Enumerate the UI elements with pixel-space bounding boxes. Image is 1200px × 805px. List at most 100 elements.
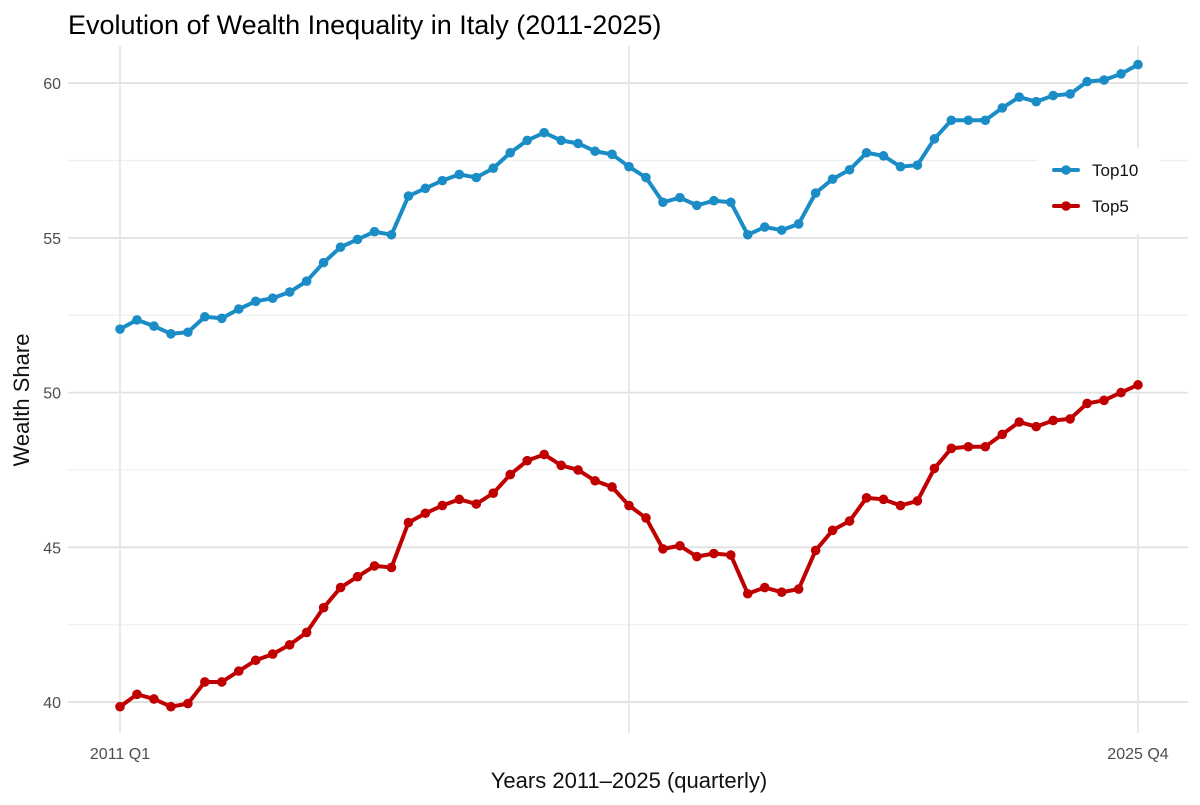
data-point-top5-3 bbox=[166, 701, 176, 712]
x-tick-label-0: 2011 Q1 bbox=[90, 746, 150, 763]
tick-labels: 40 45 50 55 60 2011 Q1 2025 Q4 bbox=[43, 76, 1169, 763]
series-top5 bbox=[115, 380, 1143, 712]
data-point-top5-15 bbox=[369, 561, 380, 571]
data-point-top10-17 bbox=[403, 191, 414, 201]
data-point-top5-8 bbox=[250, 655, 261, 666]
data-point-top5-11 bbox=[301, 627, 312, 638]
data-point-top5-7 bbox=[233, 666, 244, 676]
y-tick-label-4: 60 bbox=[43, 76, 61, 93]
data-point-top10-15 bbox=[369, 226, 380, 237]
data-point-top5-46 bbox=[895, 500, 906, 511]
y-tick-label-0: 40 bbox=[43, 695, 61, 712]
legend: Top10 Top5 bbox=[1038, 148, 1160, 234]
data-point-top10-55 bbox=[1048, 90, 1058, 101]
legend-background bbox=[1038, 148, 1160, 234]
data-point-top10-58 bbox=[1099, 75, 1109, 85]
data-point-top5-37 bbox=[742, 588, 753, 599]
data-point-top5-9 bbox=[267, 649, 278, 659]
data-point-top5-35 bbox=[709, 548, 719, 559]
data-point-top5-6 bbox=[217, 677, 227, 687]
data-point-top10-54 bbox=[1031, 96, 1041, 107]
data-point-top5-58 bbox=[1099, 395, 1109, 406]
y-axis-label: Wealth Share bbox=[9, 334, 34, 467]
data-point-top10-30 bbox=[624, 161, 634, 172]
data-point-top10-4 bbox=[183, 327, 193, 338]
legend-item-top10: Top10 bbox=[1052, 161, 1138, 180]
data-point-top10-44 bbox=[861, 147, 872, 158]
data-point-top5-40 bbox=[793, 584, 804, 594]
data-point-top5-18 bbox=[420, 508, 431, 519]
data-point-top10-53 bbox=[1014, 92, 1025, 102]
data-point-top10-23 bbox=[505, 147, 516, 158]
data-point-top10-25 bbox=[539, 127, 549, 138]
data-point-top5-51 bbox=[980, 441, 991, 452]
data-point-top5-27 bbox=[573, 465, 583, 475]
data-point-top10-52 bbox=[997, 103, 1008, 113]
data-point-top5-22 bbox=[488, 488, 499, 498]
data-point-top5-47 bbox=[912, 496, 923, 506]
data-point-top5-10 bbox=[284, 640, 295, 650]
data-point-top10-0 bbox=[115, 324, 125, 334]
data-point-top10-21 bbox=[471, 172, 482, 183]
data-point-top10-27 bbox=[573, 138, 583, 149]
legend-marker-top5 bbox=[1061, 201, 1071, 211]
data-point-top5-30 bbox=[624, 500, 634, 511]
data-point-top5-0 bbox=[115, 701, 125, 712]
data-point-top10-16 bbox=[386, 229, 397, 240]
data-point-top10-36 bbox=[726, 197, 736, 208]
data-point-top5-57 bbox=[1082, 398, 1092, 409]
data-point-top10-40 bbox=[793, 219, 804, 229]
data-point-top10-49 bbox=[946, 115, 957, 126]
data-point-top5-17 bbox=[403, 517, 414, 528]
data-point-top5-24 bbox=[522, 455, 532, 466]
data-point-top10-11 bbox=[301, 276, 312, 286]
grid-lines bbox=[68, 46, 1188, 733]
data-point-top5-19 bbox=[437, 500, 448, 511]
data-point-top10-5 bbox=[200, 311, 210, 322]
data-point-top5-50 bbox=[963, 441, 974, 452]
data-point-top10-60 bbox=[1133, 59, 1143, 70]
data-point-top5-49 bbox=[946, 443, 957, 454]
x-axis-label: Years 2011–2025 (quarterly) bbox=[491, 768, 767, 793]
data-point-top5-52 bbox=[997, 429, 1008, 440]
data-point-top10-39 bbox=[776, 225, 787, 235]
data-point-top5-33 bbox=[675, 540, 685, 551]
legend-label-top5: Top5 bbox=[1092, 197, 1129, 216]
data-point-top10-37 bbox=[742, 229, 753, 240]
data-point-top5-41 bbox=[810, 545, 821, 556]
legend-label-top10: Top10 bbox=[1092, 161, 1138, 180]
data-point-top10-2 bbox=[149, 321, 159, 331]
data-point-top10-3 bbox=[166, 328, 176, 339]
data-point-top5-12 bbox=[318, 602, 329, 613]
data-point-top10-20 bbox=[454, 169, 465, 180]
y-tick-label-3: 55 bbox=[43, 231, 61, 248]
data-point-top5-48 bbox=[929, 463, 940, 474]
data-point-top10-48 bbox=[929, 134, 940, 144]
data-point-top10-38 bbox=[759, 222, 770, 232]
data-point-top5-56 bbox=[1065, 414, 1075, 424]
y-tick-label-1: 45 bbox=[43, 540, 61, 557]
data-point-top10-42 bbox=[827, 174, 838, 184]
data-point-top5-34 bbox=[692, 551, 702, 562]
data-point-top5-4 bbox=[183, 698, 193, 709]
y-tick-label-2: 50 bbox=[43, 386, 61, 403]
data-point-top5-23 bbox=[505, 469, 516, 480]
data-point-top10-9 bbox=[267, 293, 278, 304]
data-point-top5-42 bbox=[827, 525, 838, 536]
data-point-top5-36 bbox=[726, 550, 736, 560]
data-point-top10-24 bbox=[522, 135, 532, 146]
data-point-top5-21 bbox=[471, 499, 482, 509]
data-point-top10-13 bbox=[335, 242, 346, 252]
data-point-top10-46 bbox=[895, 161, 906, 172]
legend-item-top5: Top5 bbox=[1052, 197, 1129, 216]
data-point-top10-18 bbox=[420, 183, 431, 194]
data-point-top10-6 bbox=[217, 313, 227, 324]
data-point-top10-43 bbox=[844, 164, 855, 175]
data-point-top5-16 bbox=[386, 562, 397, 573]
data-point-top10-19 bbox=[437, 175, 448, 186]
chart-title: Evolution of Wealth Inequality in Italy … bbox=[68, 10, 661, 40]
data-point-top5-55 bbox=[1048, 415, 1058, 426]
data-point-top10-28 bbox=[590, 146, 600, 157]
data-point-top5-29 bbox=[607, 482, 617, 492]
data-point-top5-31 bbox=[641, 513, 651, 523]
